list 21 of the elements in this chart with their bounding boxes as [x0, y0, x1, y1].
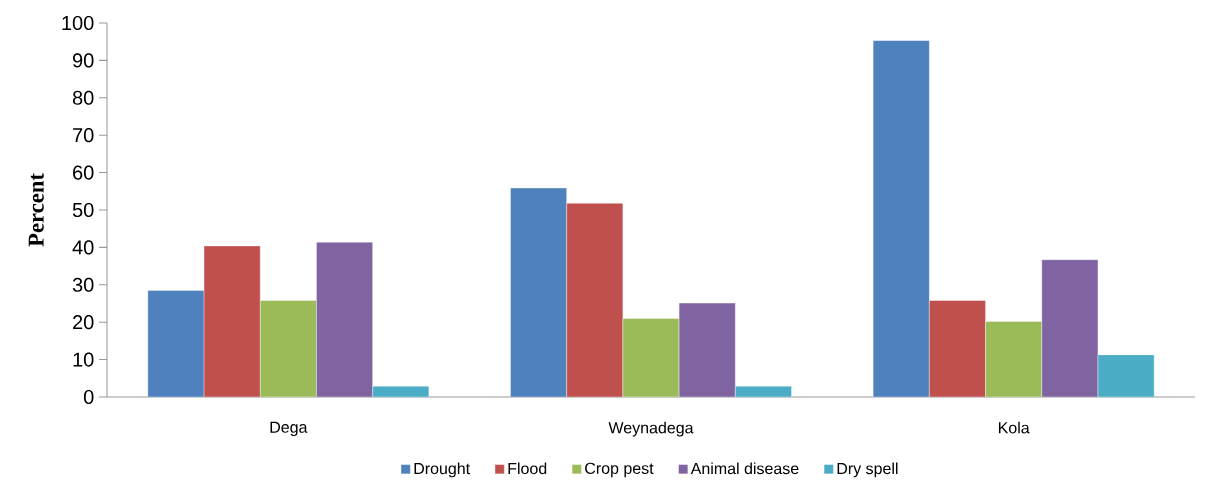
x-tick-label: Weynadega — [608, 421, 694, 437]
bar — [1097, 354, 1155, 397]
legend-label: Crop pest — [585, 462, 654, 478]
y-tick-label: 80 — [72, 90, 94, 105]
y-tick-label: 90 — [72, 53, 94, 68]
legend-label: Dry spell — [837, 462, 898, 478]
y-tick-label: 100 — [62, 15, 94, 31]
y-tick-label: 70 — [73, 128, 94, 143]
y-tick-label: 0 — [83, 389, 94, 405]
y-tick-label: 10 — [73, 352, 94, 367]
x-tick-label: Dega — [270, 421, 308, 437]
y-tick-label: 20 — [73, 315, 94, 330]
y-axis-title: Percent — [28, 173, 44, 247]
y-tick-label: 50 — [72, 202, 94, 218]
y-tick-label: 30 — [72, 277, 94, 292]
legend-label: Animal disease — [690, 462, 799, 475]
legend-label: Drought — [414, 462, 471, 478]
y-tick-label: 40 — [72, 240, 94, 255]
y-tick-label: 60 — [73, 165, 94, 180]
x-tick-label: Kola — [998, 421, 1030, 434]
legend-label: Flood — [508, 462, 547, 475]
